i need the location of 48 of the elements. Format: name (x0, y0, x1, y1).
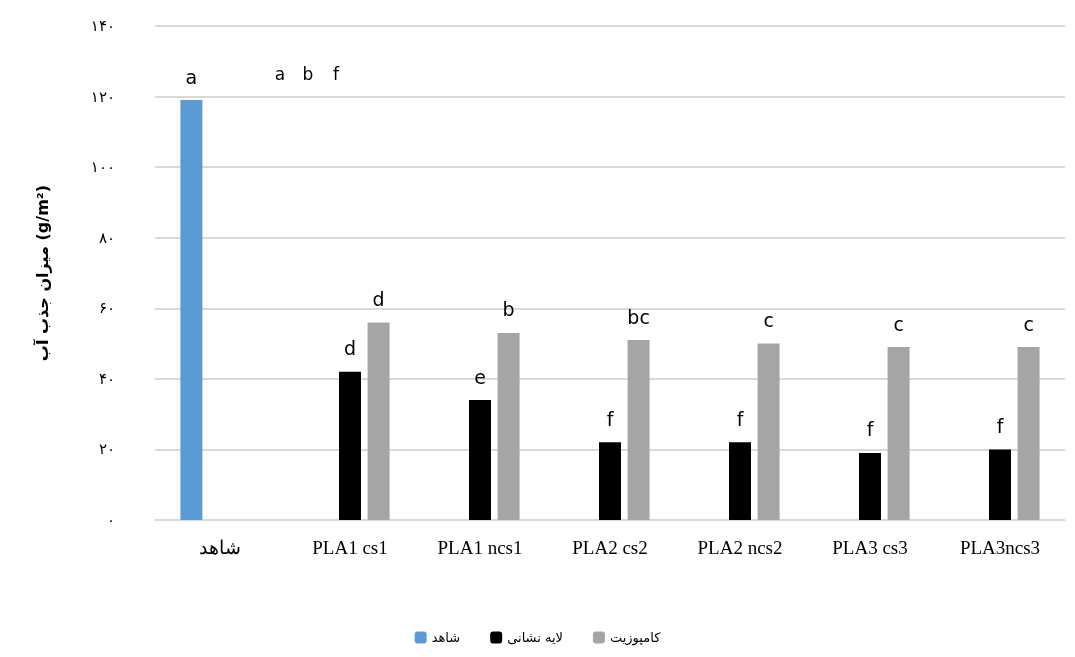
x-tick-label: شاهد (199, 537, 241, 558)
bar (180, 100, 203, 520)
y-tick-label: ۰ (106, 511, 115, 529)
x-tick-label: PLA3 cs3 (832, 537, 908, 558)
data-label: c (1023, 312, 1034, 335)
legend-label: شاهد (431, 630, 461, 645)
bar (599, 442, 621, 520)
data-label: b (502, 298, 515, 321)
bar (887, 347, 910, 520)
y-tick-label: ۲۰ (98, 440, 115, 459)
bar (339, 371, 361, 520)
y-tick-label: ۱۰۰ (90, 158, 115, 177)
bar (989, 449, 1011, 520)
y-tick-label: ۱۲۰ (90, 87, 115, 106)
y-tick-label: ۶۰ (98, 299, 115, 318)
data-label: c (763, 309, 774, 332)
annotation: a (274, 64, 286, 84)
y-tick-label: ۸۰ (98, 228, 115, 247)
bar (627, 340, 650, 520)
y-axis-title: میزان جذب آب (g/m²) (31, 184, 52, 362)
bar (497, 332, 520, 520)
data-label: f (606, 407, 615, 430)
y-tick-label: ۱۴۰ (90, 17, 115, 35)
bar (859, 452, 881, 520)
bar (1017, 347, 1040, 520)
x-tick-label: PLA1 ncs1 (437, 537, 523, 558)
data-label: f (866, 418, 875, 441)
legend-label: لایه نشانی (507, 630, 563, 645)
x-tick-label: PLA2 cs2 (572, 537, 648, 558)
data-label: f (996, 414, 1005, 437)
legend-label: کامپوزیت (609, 630, 662, 646)
bar (469, 400, 491, 520)
data-label: f (736, 407, 745, 430)
x-tick-label: PLA2 ncs2 (697, 537, 783, 558)
bar (729, 442, 751, 520)
y-tick-label: ۴۰ (98, 369, 115, 388)
bar (757, 343, 780, 520)
x-tick-label: PLA1 cs1 (312, 537, 388, 558)
data-label: c (893, 312, 904, 335)
annotation: f (333, 64, 340, 84)
bar (367, 322, 390, 520)
data-label: bc (627, 305, 650, 328)
data-label: d (372, 287, 385, 310)
data-label: a (185, 65, 198, 88)
x-tick-label: PLA3ncs3 (959, 537, 1041, 558)
data-label: d (343, 337, 357, 360)
annotation: b (302, 64, 314, 84)
data-label: e (474, 365, 486, 388)
